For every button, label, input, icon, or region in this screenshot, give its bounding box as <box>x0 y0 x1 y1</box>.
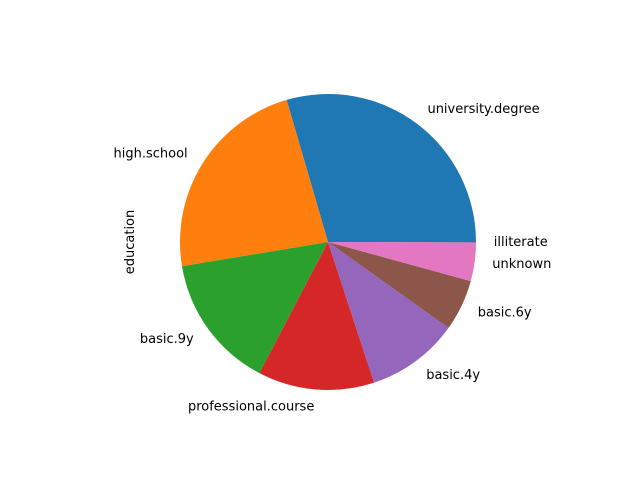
pie-slice-high-school <box>179 99 328 267</box>
pie-slice-basic-6y <box>328 242 471 328</box>
pie-label-university-degree: university.degree <box>427 102 539 117</box>
pie-label-basic-9y: basic.9y <box>140 332 194 347</box>
pie-label-basic-6y: basic.6y <box>478 306 532 321</box>
pie-slices <box>179 93 477 391</box>
y-axis-label: education <box>123 210 138 275</box>
pie-label-professional-course: professional.course <box>188 400 314 415</box>
pie-label-basic-4y: basic.4y <box>426 368 480 383</box>
pie-label-unknown: unknown <box>492 257 551 272</box>
pie-slice-basic-4y <box>328 242 449 383</box>
pie-slice-professional-course <box>259 242 375 391</box>
pie-slice-basic-9y <box>182 242 328 374</box>
pie-slice-unknown <box>328 242 476 282</box>
pie-labels: university.degree high.school basic.9y prof… <box>113 102 551 415</box>
pie-label-illiterate: illiterate <box>494 235 548 250</box>
pie-slice-university-degree <box>286 93 476 242</box>
pie-label-high-school: high.school <box>113 146 187 161</box>
